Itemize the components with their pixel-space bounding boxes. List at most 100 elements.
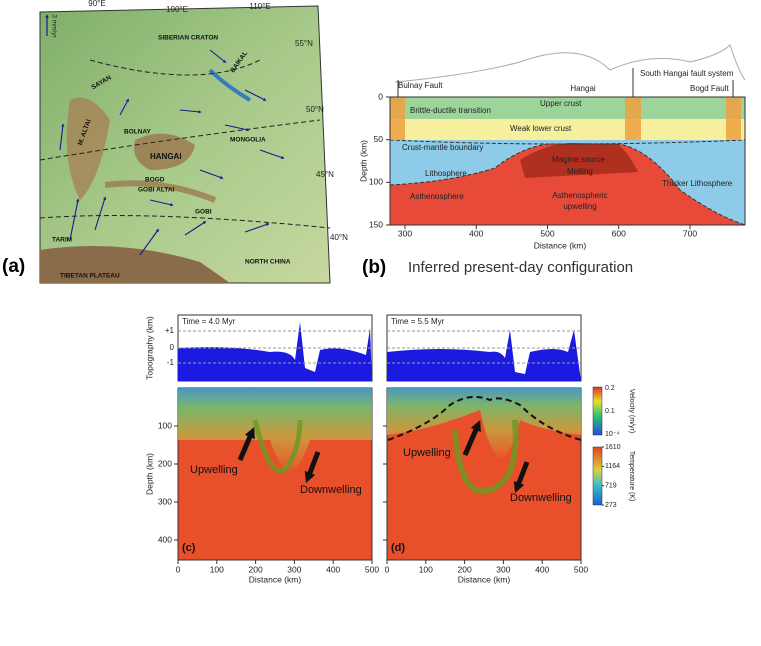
- fault-zone: [625, 97, 641, 140]
- plume-field: [452, 419, 519, 495]
- panel-label: (a): [2, 256, 25, 277]
- hangai-relief: [134, 133, 195, 170]
- colorbar-label: Velocity (m/yr): [628, 389, 635, 433]
- topo-tick-label: -1: [167, 358, 175, 367]
- y-tick-label: 0: [378, 91, 383, 101]
- flow-label: Downwelling: [510, 492, 572, 504]
- colorbar-tick-label: 1164: [605, 463, 620, 470]
- altai-relief: [66, 97, 110, 200]
- colorbar-tick-label: 1610: [605, 444, 621, 451]
- colorbar-tick-label: 719: [605, 482, 617, 489]
- velocity-colorbar: [592, 386, 603, 436]
- y-tick-label: 100: [158, 420, 172, 430]
- layer-label: Upper crust: [540, 99, 582, 108]
- y-tick-label: 150: [369, 219, 383, 229]
- x-tick-label: 400: [326, 564, 340, 574]
- latitude-label: 50°N: [306, 105, 324, 114]
- latitude-label: 40°N: [330, 233, 348, 242]
- caption: Inferred present-day configuration: [408, 259, 633, 276]
- topo-tick-label: 0: [170, 343, 175, 352]
- place-label: MONGOLIA: [230, 137, 266, 144]
- x-tick-label: 100: [210, 564, 224, 574]
- fault-label: Bulnay Fault: [398, 81, 443, 90]
- y-tick-label: 300: [158, 496, 172, 506]
- x-axis-label: Distance (km): [458, 574, 511, 584]
- layer-label: Asthenosphere: [410, 192, 464, 201]
- layer-label: Crust-mantle boundary: [402, 143, 483, 152]
- fault-zone: [726, 97, 741, 140]
- latitude-label: 55°N: [295, 39, 313, 48]
- x-axis-label: Distance (km): [249, 574, 302, 584]
- y-axis-label: Topography (km): [144, 316, 154, 380]
- x-tick-label: 600: [612, 228, 626, 238]
- topography-line: [394, 44, 746, 83]
- x-tick-label: 300: [287, 564, 301, 574]
- x-tick-label: 200: [249, 564, 263, 574]
- colorbar-tick-label: 0.2: [605, 385, 615, 392]
- place-label: HANGAI: [150, 152, 182, 161]
- longitude-label: 90°E: [88, 0, 105, 8]
- plume-field: [252, 419, 303, 474]
- x-axis-label: Distance (km): [534, 240, 587, 250]
- place-label: GOBI: [195, 209, 212, 216]
- time-label: Time = 5.5 Myr: [391, 317, 445, 326]
- y-tick-label: 100: [369, 177, 383, 187]
- layer-label: Lithosphere: [425, 169, 467, 178]
- fault-zone: [390, 97, 405, 140]
- layer-label: Magma source: [552, 155, 605, 164]
- lab-boundary: [387, 395, 582, 441]
- x-tick-label: 0: [176, 564, 181, 574]
- model-panel: [386, 314, 582, 561]
- panel-label: (d): [391, 542, 405, 554]
- x-tick-label: 500: [574, 564, 588, 574]
- lower-crust-layer: [390, 119, 745, 140]
- scale-label: 3 mm/yr: [50, 14, 57, 38]
- x-tick-label: 500: [365, 564, 379, 574]
- place-label: BOLNAY: [124, 129, 152, 136]
- moho-line: [389, 139, 746, 145]
- magma-source: [520, 143, 638, 178]
- gobi-altai-relief: [104, 180, 217, 203]
- time-label: Time = 4.0 Myr: [182, 317, 236, 326]
- lithosphere-field: [387, 388, 581, 458]
- lithosphere-field: [178, 388, 372, 470]
- colorbar-tick-label: 10⁻⁴: [605, 431, 620, 438]
- x-tick-label: 700: [683, 228, 697, 238]
- longitude-label: 100°E: [166, 5, 188, 14]
- place-label: GOBI ALTAI: [138, 187, 175, 194]
- x-tick-label: 200: [458, 564, 472, 574]
- x-tick-label: 300: [398, 228, 412, 238]
- schematic-panel: Bulnay Fault Hangai South Hangai fault s…: [358, 44, 746, 278]
- fault-label: Bogd Fault: [690, 84, 729, 93]
- model-panel: [177, 314, 373, 561]
- y-tick-label: 50: [374, 134, 384, 144]
- upper-crust-layer: [390, 97, 745, 119]
- map-panel: 3 mm/yr 90°E 100°E 110°E 55°N 50°N 45°N …: [2, 0, 348, 284]
- place-label: TIBETAN PLATEAU: [60, 273, 120, 280]
- layer-label: Thicker Lithosphere: [662, 179, 733, 188]
- x-tick-label: 400: [535, 564, 549, 574]
- longitude-label: 110°E: [249, 2, 270, 11]
- flow-label: Downwelling: [300, 484, 362, 496]
- x-tick-label: 300: [496, 564, 510, 574]
- place-label: SIBERIAN CRATON: [158, 35, 218, 42]
- colorbar-label: Temperature (K): [628, 451, 635, 502]
- y-tick-label: 400: [158, 534, 172, 544]
- temperature-colorbar: [592, 446, 603, 506]
- colorbar-tick-label: 273: [605, 502, 617, 509]
- x-tick-label: 500: [540, 228, 554, 238]
- place-label: TARIM: [52, 237, 72, 244]
- y-tick-label: 200: [158, 458, 172, 468]
- layer-label: Asthenospheric: [552, 191, 607, 200]
- lake-baikal: [208, 68, 252, 102]
- fault-label: Hangai: [570, 84, 596, 93]
- plateau-relief: [40, 246, 230, 283]
- gps-arrows: [59, 49, 285, 256]
- place-label: NORTH CHINA: [245, 259, 291, 266]
- topography-fill: [387, 330, 581, 381]
- x-tick-label: 400: [469, 228, 483, 238]
- colorbar-tick-label: 0.1: [605, 408, 615, 415]
- fault-label: South Hangai fault system: [640, 69, 734, 78]
- latitude-label: 45°N: [316, 170, 334, 179]
